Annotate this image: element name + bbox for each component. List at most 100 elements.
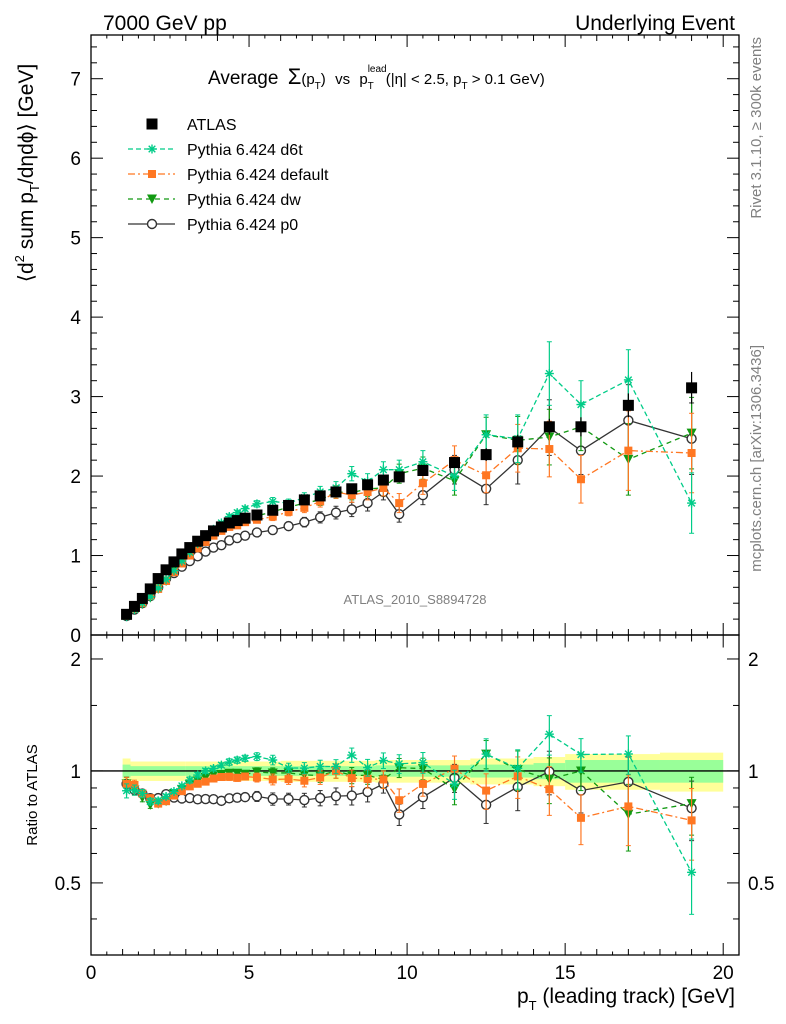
ratio-point-p0-15 [239, 791, 251, 803]
ratio-point-d6t-22 [347, 750, 357, 760]
point-atlas-1 [128, 600, 140, 612]
ratio-point-d6t-19 [299, 763, 309, 773]
ratio-point-d6t-13 [224, 757, 234, 767]
point-default-23 [363, 487, 372, 496]
ratio-plot-series [121, 715, 697, 915]
point-p0-16 [251, 527, 263, 538]
ratio-y-axis-label: Ratio to ATLAS [24, 744, 41, 845]
point-p0-12 [216, 539, 227, 551]
point-d6t-4 [153, 583, 163, 593]
legend-label-atlas: ATLAS [187, 117, 237, 134]
ratio-series-d6t [122, 715, 697, 915]
line-p0 [126, 419, 692, 617]
point-d6t-15 [240, 504, 250, 514]
ratio-point-default-27 [450, 764, 459, 773]
header-left: 7000 GeV pp [103, 12, 227, 35]
line-dw [126, 426, 692, 617]
y-axis-label: ⟨d2 sum pT/dηdϕ⟩ [GeV] [12, 64, 42, 282]
ratio-point-d6t-1 [129, 785, 139, 795]
ratio-point-default-28 [482, 786, 491, 795]
x-axis-label: pT (leading track) [GeV] [517, 985, 735, 1013]
point-atlas-31 [575, 421, 587, 433]
point-atlas-12 [215, 521, 227, 533]
point-atlas-11 [207, 525, 219, 537]
point-atlas-6 [168, 556, 180, 568]
point-atlas-14 [231, 515, 243, 527]
ratio-point-p0-23 [362, 786, 373, 798]
point-p0-21 [330, 507, 342, 518]
y-tick-label-7: 7 [70, 70, 81, 91]
series-dw [121, 396, 697, 621]
point-d6t-26 [418, 457, 428, 467]
ratio-point-default-14 [233, 773, 242, 782]
point-default-9 [193, 544, 202, 553]
ratio-point-default-8 [185, 782, 194, 791]
point-default-22 [347, 491, 356, 500]
series-default [122, 410, 696, 620]
point-default-28 [482, 471, 491, 480]
point-d6t-16 [252, 499, 262, 509]
ratio-point-d6t-15 [240, 753, 250, 763]
ratio-point-p0-21 [330, 790, 342, 802]
point-d6t-30 [544, 369, 554, 379]
series-p0 [121, 384, 697, 622]
point-default-30 [545, 445, 554, 454]
point-atlas-13 [223, 517, 235, 529]
ratio-point-default-26 [418, 779, 427, 788]
x-tick-label-0: 0 [86, 963, 97, 984]
point-d6t-31 [576, 400, 586, 410]
ratio-point-d6t-18 [284, 763, 294, 773]
x-tick-label-20: 20 [713, 963, 734, 984]
ratio-point-d6t-31 [576, 750, 586, 760]
ratio-point-default-19 [300, 776, 309, 785]
ratio-point-default-11 [209, 774, 218, 783]
legend-entry-p0: Pythia 6.424 p0 [128, 217, 298, 234]
axis-ticks: 0 5 10 15 20 0 1 2 3 4 5 6 7 0.5 0.5 1 1 2 2 [55, 35, 774, 984]
ratio-point-d6t-5 [161, 792, 171, 802]
point-atlas-28 [480, 449, 492, 461]
point-atlas-9 [192, 535, 204, 547]
point-default-10 [201, 538, 210, 547]
chart-title: Average Σ(pT) vs plead T (|η| < 2.5, pT > … [208, 64, 545, 92]
point-atlas-19 [298, 494, 310, 506]
ratio-point-default-20 [316, 773, 325, 782]
x-tick-label-5: 5 [244, 963, 255, 984]
ratio-point-default-31 [576, 813, 585, 822]
ratio-line-dw [126, 753, 692, 815]
ratio-point-d6t-11 [208, 763, 218, 773]
point-atlas-15 [239, 512, 251, 524]
point-atlas-33 [686, 382, 698, 394]
ratio-point-d6t-12 [216, 760, 226, 770]
ratio-point-d6t-9 [193, 770, 203, 780]
point-default-25 [395, 499, 404, 508]
ratio-point-d6t-2 [137, 789, 147, 799]
ratio-point-d6t-20 [315, 761, 325, 771]
ratio-point-p0-16 [251, 791, 263, 802]
point-atlas-29 [512, 436, 524, 448]
line-default [126, 447, 692, 617]
y-tick-label-1: 1 [70, 547, 81, 568]
point-atlas-26 [417, 464, 429, 476]
ratio-point-d6t-4 [153, 796, 163, 806]
ratio-point-d6t-6 [169, 787, 179, 797]
legend-entry-dw: Pythia 6.424 dw [128, 192, 301, 209]
y-tick-label-2: 2 [70, 467, 81, 488]
ratio-point-default-13 [225, 772, 234, 781]
rivet-label: Rivet 3.1.10, ≥ 300k events [748, 37, 765, 219]
point-default-24 [379, 483, 388, 492]
point-atlas-5 [160, 564, 172, 576]
ratio-point-d6t-14 [232, 755, 242, 765]
point-atlas-30 [543, 421, 555, 433]
point-default-31 [576, 475, 585, 484]
point-p0-20 [314, 512, 326, 523]
point-atlas-4 [152, 573, 164, 585]
point-atlas-17 [267, 504, 279, 516]
ratio-point-default-18 [284, 775, 293, 784]
ratio-point-d6t-16 [252, 752, 262, 762]
point-d6t-28 [481, 430, 491, 440]
point-atlas-27 [449, 457, 461, 469]
legend-label-p0: Pythia 6.424 p0 [187, 217, 298, 234]
ratio-tick-label-left-0.5: 0.5 [55, 874, 81, 895]
legend-marker-atlas [146, 118, 158, 130]
ratio-point-p0-17 [267, 793, 278, 805]
